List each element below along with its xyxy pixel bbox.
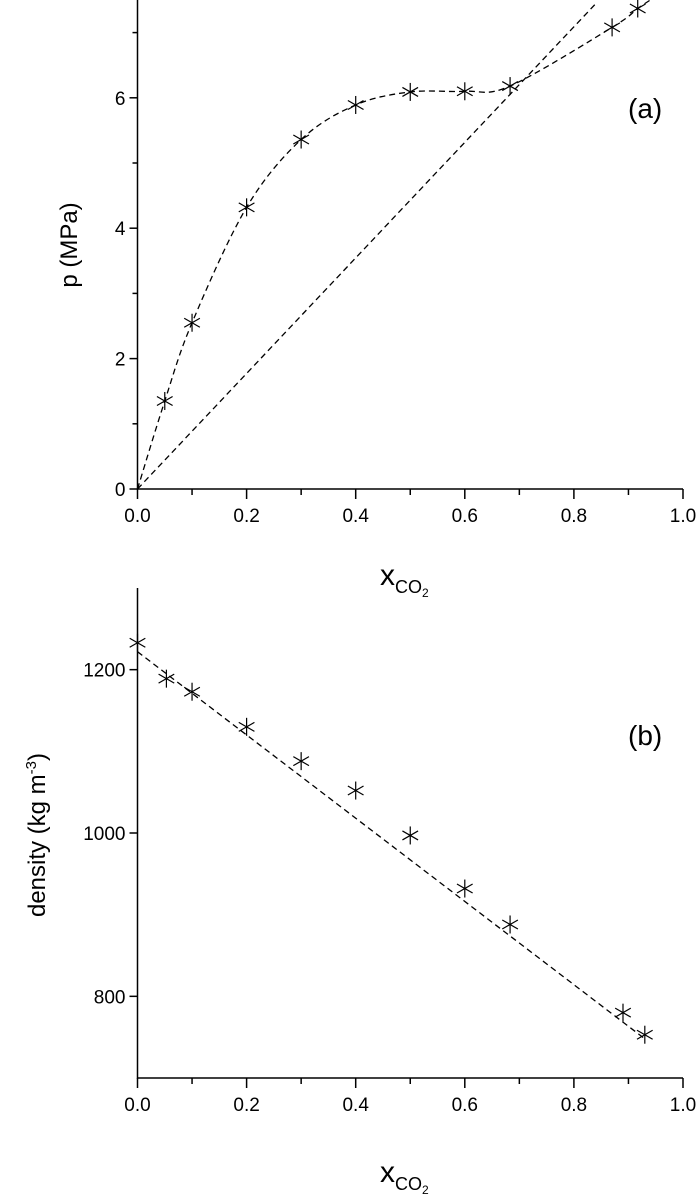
data-point-marker — [629, 0, 646, 18]
panel-b: (b) density (kg m-3) xCO2 0.0 0.2 0.4 0.6 0.… — [23, 588, 696, 1197]
asterisk-stroke — [603, 22, 621, 33]
asterisk-stroke — [129, 637, 146, 648]
x-tick-label: 0.8 — [561, 506, 587, 527]
y-tick-label: 4 — [115, 219, 126, 240]
x-tick-label: 0.0 — [124, 506, 150, 527]
y-tick-label: 1200 — [83, 661, 125, 682]
x-tick-label: 0.2 — [233, 506, 259, 527]
x-title-main: x — [380, 559, 395, 592]
data-point-marker — [501, 915, 519, 934]
x-title-subsub: 2 — [422, 586, 429, 600]
asterisk-stroke — [629, 3, 646, 14]
y-tick-label: 1000 — [83, 824, 125, 845]
panel-b-label: (b) — [628, 720, 662, 751]
asterisk-stroke — [636, 1029, 653, 1040]
dashed-fit-line — [137, 651, 646, 1040]
data-point-marker — [156, 391, 173, 410]
asterisk-stroke — [347, 99, 364, 110]
asterisk-stroke — [501, 81, 519, 92]
asterisk-stroke — [456, 883, 473, 894]
x-tick-label: 0.2 — [233, 1095, 259, 1116]
x-tick-label: 0.6 — [452, 506, 478, 527]
asterisk-stroke — [501, 919, 519, 930]
data-point-marker — [347, 95, 364, 114]
panel-b-y-axis-title: density (kg m-3) — [23, 753, 51, 917]
y-title-sup: -3 — [23, 761, 40, 774]
data-point-marker — [347, 781, 364, 800]
asterisk-stroke — [347, 785, 364, 796]
data-point-marker — [238, 717, 255, 736]
data-point-marker — [456, 879, 473, 898]
asterisk-stroke — [183, 686, 201, 697]
data-point-marker — [293, 130, 310, 149]
x-title-main: x — [380, 1156, 395, 1189]
x-tick-label: 0.4 — [342, 1095, 369, 1116]
panel-a-x-axis-title: xCO2 — [380, 559, 429, 600]
asterisk-stroke — [614, 1007, 632, 1018]
asterisk-stroke — [293, 134, 310, 145]
data-point-marker — [129, 633, 146, 652]
x-title-sub: CO — [395, 1174, 422, 1194]
x-tick-label: 1.0 — [670, 506, 696, 527]
data-point-marker — [501, 77, 519, 96]
x-title-sub: CO — [395, 577, 422, 597]
panel-b-x-axis-title: xCO2 — [380, 1156, 429, 1197]
data-point-marker — [456, 82, 473, 101]
data-point-marker — [636, 1025, 653, 1044]
asterisk-stroke — [158, 673, 175, 684]
asterisk-stroke — [402, 830, 419, 841]
asterisk-stroke — [183, 317, 201, 328]
data-point-marker — [614, 1003, 632, 1022]
y-tick-label: 800 — [94, 987, 126, 1008]
data-point-marker — [183, 682, 201, 701]
dashed-fit-line — [137, 1, 598, 490]
data-point-marker — [158, 669, 175, 688]
x-tick-label: 0.0 — [124, 1095, 150, 1116]
y-title-main: density (kg m — [24, 774, 51, 917]
asterisk-stroke — [156, 395, 173, 407]
data-point-marker — [238, 198, 255, 217]
dashed-fit-curve — [136, 0, 651, 490]
asterisk-stroke — [238, 202, 255, 213]
data-point-marker — [402, 82, 419, 101]
data-point-marker — [293, 752, 310, 771]
data-point-marker — [402, 826, 419, 845]
axes — [136, 0, 683, 490]
asterisk-stroke — [293, 756, 310, 767]
x-tick-label: 0.8 — [561, 1095, 587, 1116]
x-title-subsub: 2 — [422, 1183, 429, 1197]
asterisk-stroke — [402, 86, 419, 97]
y-title-end: ) — [24, 753, 51, 761]
panel-a-label: (a) — [628, 93, 662, 124]
x-tick-label: 0.4 — [342, 506, 369, 527]
x-tick-label: 1.0 — [670, 1095, 696, 1116]
y-tick-label: 6 — [115, 89, 126, 110]
y-tick-label: 0 — [115, 480, 126, 501]
y-tick-label: 2 — [115, 350, 126, 371]
data-point-marker — [183, 313, 201, 332]
data-point-marker — [603, 18, 621, 37]
x-tick-label: 0.6 — [452, 1095, 478, 1116]
panel-a-y-axis-title: p (MPa) — [56, 202, 83, 287]
asterisk-stroke — [238, 721, 255, 732]
asterisk-stroke — [456, 86, 473, 97]
